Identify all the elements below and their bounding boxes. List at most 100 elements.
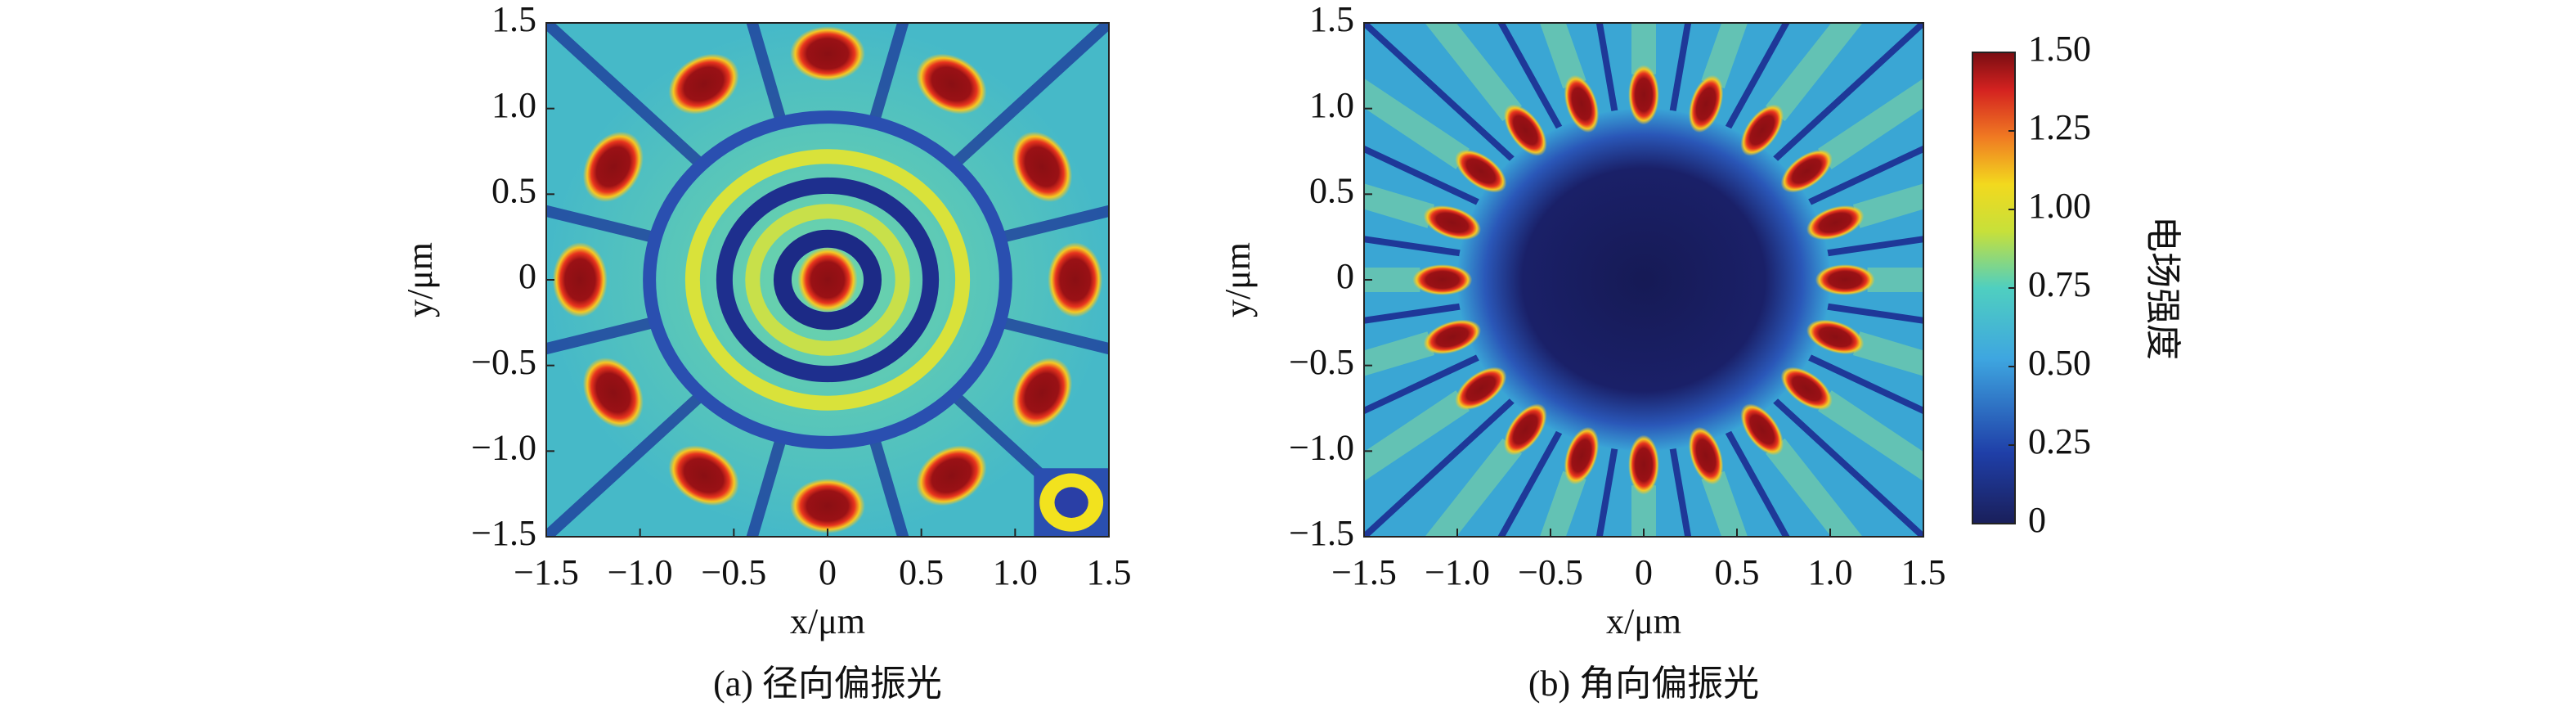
y-tick-label: −1.5	[1289, 513, 1354, 553]
light-ray	[1364, 331, 1435, 376]
x-tick-label: 1.5	[1901, 552, 1946, 592]
y-axis-label: y/μm	[1218, 242, 1258, 317]
light-ray	[1539, 470, 1586, 537]
y-tick-label: 1.5	[1309, 0, 1354, 39]
colorbar-tick-label: 0.50	[2028, 343, 2091, 383]
colorbar-tick-label: 0	[2028, 500, 2046, 540]
hot-spot	[1012, 131, 1073, 202]
x-tick-label: 1.5	[1087, 552, 1132, 592]
light-ray	[1364, 78, 1470, 169]
light-ray	[1818, 390, 1923, 482]
dark-ray	[546, 23, 706, 169]
hot-spot	[1740, 104, 1784, 156]
hot-spot	[1455, 149, 1507, 193]
hot-spot	[582, 358, 644, 429]
dark-ray	[998, 205, 1109, 244]
y-tick-label: 1.5	[491, 0, 536, 39]
colorbar-tick-label: 1.00	[2028, 186, 2091, 226]
hot-spot	[1503, 104, 1547, 156]
x-tick-label: −0.5	[1518, 552, 1583, 592]
light-ray	[1701, 470, 1748, 537]
ring	[684, 149, 971, 411]
hot-spot	[790, 478, 865, 533]
x-tick-label: −1.0	[608, 552, 673, 592]
colorbar-tick-label: 0.75	[2028, 264, 2091, 304]
x-axis-label: x/μm	[1606, 601, 1681, 641]
hot-spot	[1412, 264, 1473, 295]
y-tick-label: −1.0	[471, 427, 536, 467]
ring	[716, 177, 940, 383]
x-tick-label: −0.5	[701, 552, 766, 592]
dark-ray	[546, 390, 706, 537]
hot-spot	[1048, 242, 1103, 317]
x-axis-label: x/μm	[790, 601, 865, 641]
x-tick-label: −1.0	[1425, 552, 1490, 592]
light-ray	[1766, 23, 1863, 122]
dark-ray	[949, 23, 1109, 169]
dark-ray	[546, 316, 657, 355]
light-ray	[1539, 23, 1586, 89]
dark-ray	[546, 205, 657, 244]
light-ray	[1425, 438, 1522, 537]
y-tick-label: −1.5	[471, 513, 536, 553]
hot-spot	[1806, 205, 1865, 241]
colorbar-tick-label: 0.25	[2028, 421, 2091, 461]
light-ray	[1818, 78, 1923, 169]
hot-spot	[1503, 403, 1547, 456]
x-tick-label: 0	[1635, 552, 1653, 592]
hot-spot	[1423, 205, 1481, 241]
hot-spot	[1012, 358, 1073, 429]
x-tick-label: 1.0	[993, 552, 1038, 592]
hot-spot	[1688, 426, 1724, 485]
center-spot	[797, 247, 858, 313]
dark-ray	[868, 435, 909, 537]
hot-spot	[1780, 149, 1833, 193]
hot-spot	[1780, 367, 1833, 411]
light-ray	[1364, 183, 1435, 228]
ring	[773, 229, 882, 331]
hot-spot	[1628, 434, 1659, 495]
hot-spot	[790, 26, 865, 82]
hot-spot	[668, 445, 739, 506]
hot-spot	[1806, 319, 1865, 355]
heatmap	[546, 23, 1109, 537]
y-tick-label: 1.0	[1309, 85, 1354, 125]
caption: (a) 径向偏振光	[713, 664, 942, 704]
hot-spot	[582, 131, 644, 202]
hot-spot	[916, 53, 987, 115]
x-tick-label: 0.5	[899, 552, 944, 592]
y-axis-label: y/μm	[400, 242, 440, 317]
dark-ray	[868, 23, 909, 124]
hot-spot	[1564, 74, 1600, 133]
inset-core	[1054, 487, 1088, 518]
y-tick-label: −1.0	[1289, 427, 1354, 467]
x-tick-label: 0	[819, 552, 837, 592]
light-ray	[1766, 438, 1863, 537]
dark-core	[1457, 108, 1830, 452]
ring	[745, 204, 910, 356]
hot-spot	[1423, 319, 1481, 355]
light-ray	[1852, 183, 1923, 228]
y-tick-label: −0.5	[1289, 342, 1354, 382]
hot-spot	[1628, 65, 1659, 125]
colorbar-label: 电场强度	[2143, 216, 2183, 360]
dark-ray	[998, 316, 1109, 355]
x-tick-label: 1.0	[1808, 552, 1853, 592]
caption: (b) 角向偏振光	[1528, 664, 1759, 704]
hot-spot	[668, 53, 739, 115]
y-tick-label: 0.5	[1309, 170, 1354, 210]
colorbar	[1972, 52, 2016, 524]
x-tick-label: −1.5	[1331, 552, 1397, 592]
x-tick-label: −1.5	[514, 552, 579, 592]
hot-spot	[1564, 426, 1600, 485]
hot-spot	[1815, 264, 1875, 295]
y-tick-label: 0	[518, 256, 536, 296]
y-tick-label: 0	[1336, 256, 1354, 296]
ring	[643, 110, 1012, 449]
hot-spot	[552, 242, 608, 317]
y-tick-label: 1.0	[491, 85, 536, 125]
light-ray	[1425, 23, 1522, 122]
dark-ray	[746, 435, 788, 537]
hot-spot	[1740, 403, 1784, 456]
